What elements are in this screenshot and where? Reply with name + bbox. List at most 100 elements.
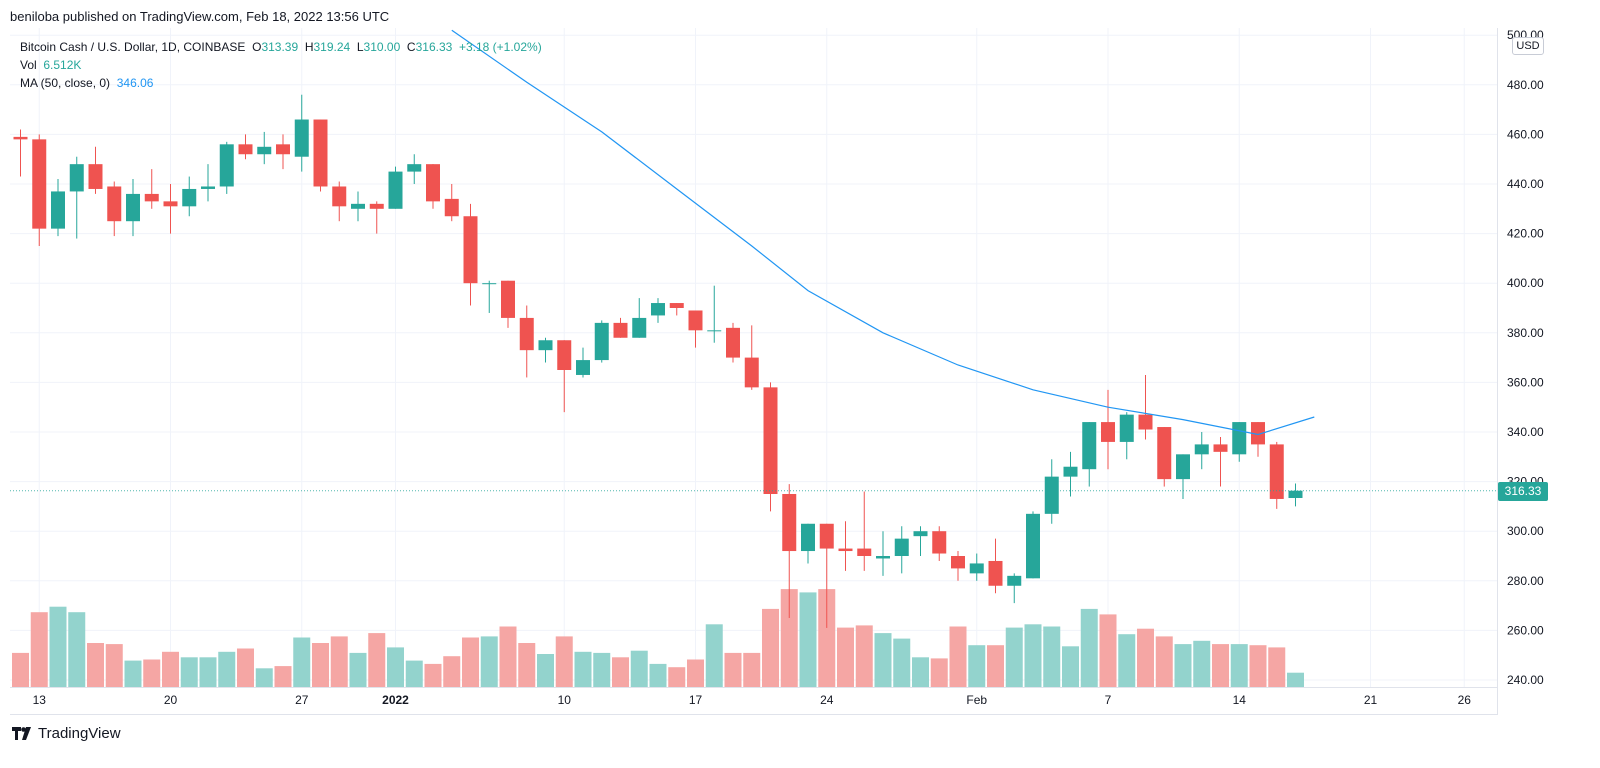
volume-label[interactable]: Vol bbox=[20, 58, 37, 72]
ma-label[interactable]: MA (50, close, 0) bbox=[20, 76, 111, 90]
y-tick-label: 360.00 bbox=[1507, 375, 1544, 389]
candle-body bbox=[1251, 422, 1265, 445]
volume-bar bbox=[537, 654, 554, 687]
candle-body bbox=[1288, 490, 1303, 498]
candle-body bbox=[1119, 414, 1134, 442]
candle-body bbox=[276, 144, 290, 155]
candle-body bbox=[69, 164, 84, 192]
candle-body bbox=[51, 191, 65, 229]
candle-body bbox=[726, 327, 740, 358]
volume-value: 6.512K bbox=[43, 58, 82, 72]
candle-body bbox=[1194, 444, 1209, 455]
volume-bar bbox=[274, 666, 292, 687]
candle-body bbox=[782, 494, 797, 552]
volume-bar bbox=[499, 626, 517, 687]
volume-bar bbox=[1174, 644, 1192, 687]
volume-bar bbox=[1024, 624, 1042, 687]
candle-body bbox=[13, 136, 28, 140]
candle-body bbox=[426, 164, 440, 202]
y-tick-label: 260.00 bbox=[1507, 623, 1544, 637]
ma-value: 346.06 bbox=[116, 76, 154, 90]
volume-bar bbox=[893, 638, 911, 687]
last-price-label: 316.33 bbox=[1498, 482, 1548, 501]
volume-bar bbox=[724, 652, 742, 687]
moving-average bbox=[451, 29, 1315, 436]
volume-bar bbox=[612, 657, 629, 687]
candle-body bbox=[219, 144, 234, 187]
volume-bar bbox=[799, 592, 817, 687]
tradingview-logo[interactable]: TradingView bbox=[12, 725, 121, 742]
candle-body bbox=[1213, 444, 1228, 452]
candle-body bbox=[294, 119, 309, 157]
x-tick-label: 7 bbox=[1105, 693, 1112, 707]
x-tick-label: 10 bbox=[558, 693, 572, 707]
candle-body bbox=[407, 164, 422, 172]
volume-bar bbox=[968, 645, 986, 687]
x-tick-label: 27 bbox=[295, 693, 309, 707]
volume-bar bbox=[237, 648, 254, 687]
volume-bar bbox=[1230, 644, 1248, 687]
y-tick-label: 280.00 bbox=[1507, 574, 1544, 588]
volume-bar bbox=[124, 660, 142, 687]
low-label: L bbox=[356, 40, 364, 54]
y-tick-label: 400.00 bbox=[1507, 276, 1544, 290]
axes: 240.00260.00280.00300.00320.00340.00360.… bbox=[10, 28, 1544, 715]
x-tick-label: 21 bbox=[1364, 693, 1378, 707]
candle-body bbox=[707, 330, 722, 332]
candle-body bbox=[107, 186, 122, 222]
candle-body bbox=[444, 198, 459, 217]
volume-bar bbox=[705, 624, 723, 687]
volume-bar bbox=[874, 633, 892, 687]
volume-bar bbox=[387, 647, 404, 687]
volume-bar bbox=[1137, 628, 1154, 687]
volume-bar bbox=[480, 636, 498, 687]
volume-row: Vol 6.512K bbox=[20, 56, 542, 74]
volume-bar bbox=[199, 657, 217, 687]
candle-body bbox=[1082, 422, 1097, 470]
x-tick-label: 14 bbox=[1233, 693, 1247, 707]
close-value: 316.33 bbox=[415, 40, 453, 54]
volume-bars bbox=[12, 589, 1304, 687]
volume-bar bbox=[443, 656, 461, 687]
volume-bar bbox=[349, 652, 367, 687]
candle-body bbox=[351, 203, 365, 209]
candle-body bbox=[951, 556, 965, 569]
candle-body bbox=[857, 548, 872, 556]
volume-bar bbox=[837, 627, 854, 687]
volume-bar bbox=[668, 667, 686, 687]
candles bbox=[13, 94, 1303, 628]
grid bbox=[10, 28, 1497, 687]
candle-body bbox=[238, 144, 253, 155]
change-value: +3.18 (+1.02%) bbox=[458, 40, 542, 54]
volume-bar bbox=[312, 643, 329, 687]
x-tick-label: 17 bbox=[689, 693, 703, 707]
candle-body bbox=[932, 531, 947, 554]
candle-body bbox=[201, 186, 215, 189]
volume-bar bbox=[1118, 634, 1136, 687]
volume-bar bbox=[518, 643, 536, 687]
candle-body bbox=[32, 139, 47, 229]
volume-bar bbox=[574, 651, 592, 687]
candle-body bbox=[1269, 444, 1284, 499]
candle-body bbox=[1138, 414, 1153, 430]
candle-body bbox=[913, 531, 928, 537]
candle-body bbox=[744, 357, 759, 388]
x-tick-label: 2022 bbox=[382, 693, 409, 707]
currency-button[interactable]: USD bbox=[1512, 37, 1544, 55]
ma-row: MA (50, close, 0) 346.06 bbox=[20, 74, 542, 92]
candle-body bbox=[819, 523, 834, 549]
symbol-label[interactable]: Bitcoin Cash / U.S. Dollar, 1D, COINBASE bbox=[20, 40, 246, 54]
candle-body bbox=[538, 340, 553, 351]
candle-body bbox=[1232, 422, 1247, 455]
volume-bar bbox=[593, 652, 611, 687]
candle-body bbox=[1101, 422, 1115, 442]
y-tick-label: 420.00 bbox=[1507, 227, 1544, 241]
candle-body bbox=[501, 280, 515, 318]
volume-bar bbox=[1062, 646, 1079, 687]
low-value: 310.00 bbox=[363, 40, 401, 54]
y-tick-label: 300.00 bbox=[1507, 524, 1544, 538]
volume-bar bbox=[743, 652, 761, 687]
high-label: H bbox=[304, 40, 314, 54]
candle-body bbox=[557, 340, 572, 370]
